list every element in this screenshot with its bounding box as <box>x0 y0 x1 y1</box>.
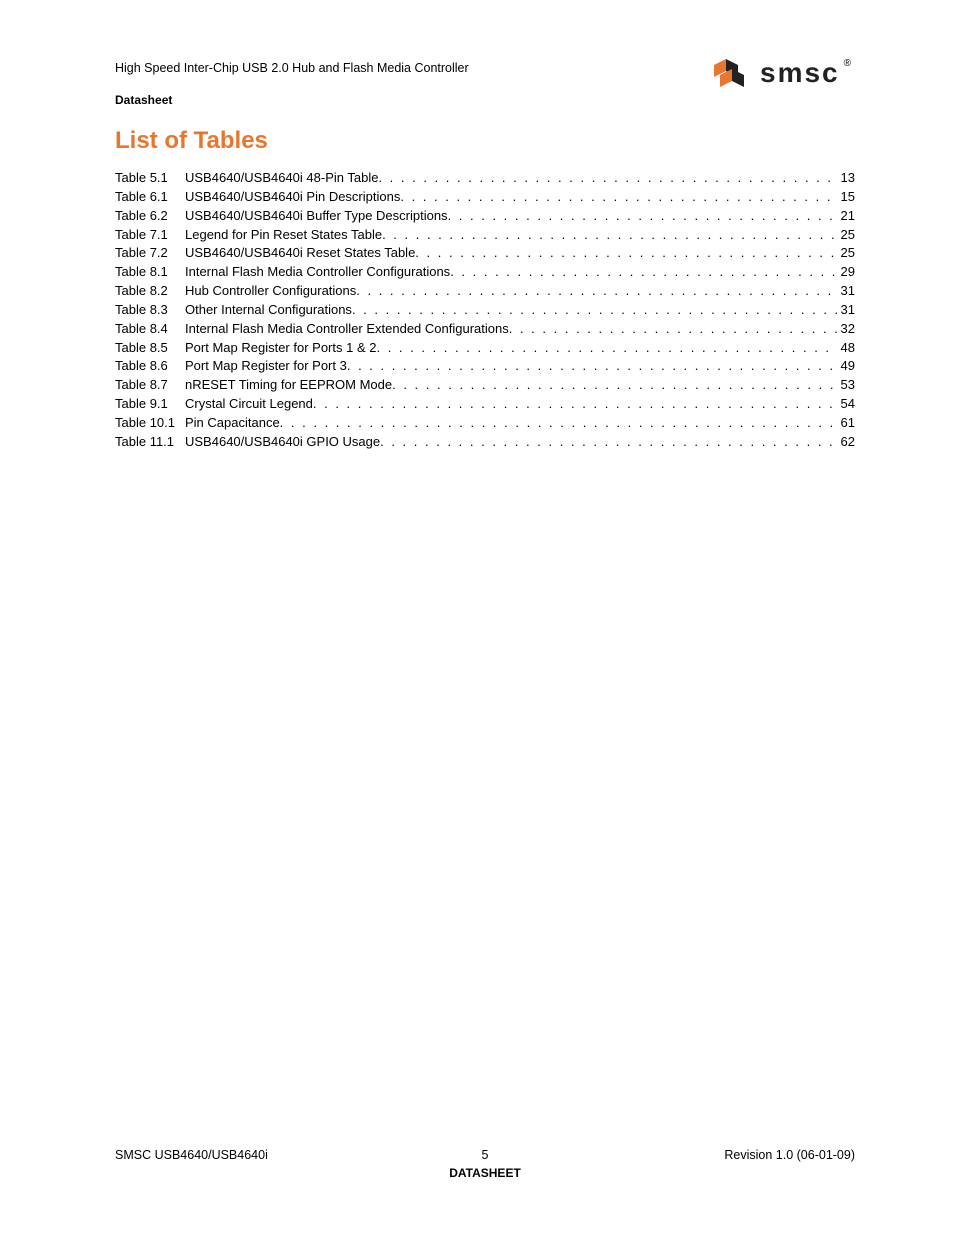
toc-label: Table 8.7 <box>115 376 185 395</box>
brand-name: smsc <box>760 57 840 89</box>
toc-leader-dots <box>382 226 836 245</box>
footer-row: SMSC USB4640/USB4640i 5 Revision 1.0 (06… <box>115 1148 855 1162</box>
toc-label: Table 7.1 <box>115 226 185 245</box>
toc-label: Table 6.2 <box>115 207 185 226</box>
toc-label: Table 9.1 <box>115 395 185 414</box>
toc-leader-dots <box>313 395 837 414</box>
toc-title: USB4640/USB4640i GPIO Usage <box>185 433 380 452</box>
toc-label: Table 7.2 <box>115 244 185 263</box>
toc-leader-dots <box>380 433 836 452</box>
toc-page-number: 54 <box>837 395 855 414</box>
toc-page-number: 25 <box>837 244 855 263</box>
toc-leader-dots <box>400 188 836 207</box>
toc-leader-dots <box>352 301 837 320</box>
toc-leader-dots <box>280 414 837 433</box>
toc-row: Table 8.7nRESET Timing for EEPROM Mode 5… <box>115 376 855 395</box>
toc-title: Other Internal Configurations <box>185 301 352 320</box>
toc-title: Legend for Pin Reset States Table <box>185 226 382 245</box>
toc-row: Table 6.2USB4640/USB4640i Buffer Type De… <box>115 207 855 226</box>
toc-page-number: 48 <box>837 339 855 358</box>
toc-page-number: 29 <box>837 263 855 282</box>
smsc-logo-icon <box>702 53 752 93</box>
list-of-tables: Table 5.1USB4640/USB4640i 48-Pin Table 1… <box>115 169 855 452</box>
toc-leader-dots <box>378 169 836 188</box>
toc-title: Crystal Circuit Legend <box>185 395 313 414</box>
toc-title: USB4640/USB4640i Buffer Type Description… <box>185 207 448 226</box>
toc-label: Table 8.4 <box>115 320 185 339</box>
toc-page-number: 49 <box>837 357 855 376</box>
toc-row: Table 10.1Pin Capacitance 61 <box>115 414 855 433</box>
toc-page-number: 13 <box>837 169 855 188</box>
toc-title: Hub Controller Configurations <box>185 282 356 301</box>
toc-leader-dots <box>448 207 837 226</box>
toc-title: USB4640/USB4640i Reset States Table <box>185 244 415 263</box>
toc-page-number: 31 <box>837 282 855 301</box>
toc-title: USB4640/USB4640i 48-Pin Table <box>185 169 378 188</box>
toc-label: Table 11.1 <box>115 433 185 452</box>
page-header: High Speed Inter-Chip USB 2.0 Hub and Fl… <box>115 55 855 107</box>
toc-title: Port Map Register for Port 3 <box>185 357 347 376</box>
toc-row: Table 8.1Internal Flash Media Controller… <box>115 263 855 282</box>
toc-page-number: 62 <box>837 433 855 452</box>
document-title: High Speed Inter-Chip USB 2.0 Hub and Fl… <box>115 61 469 75</box>
toc-leader-dots <box>415 244 836 263</box>
toc-leader-dots <box>347 357 837 376</box>
toc-leader-dots <box>392 376 836 395</box>
toc-page-number: 21 <box>837 207 855 226</box>
toc-page-number: 31 <box>837 301 855 320</box>
toc-page-number: 53 <box>837 376 855 395</box>
page-content: High Speed Inter-Chip USB 2.0 Hub and Fl… <box>115 55 855 452</box>
toc-label: Table 6.1 <box>115 188 185 207</box>
toc-row: Table 8.6Port Map Register for Port 3 49 <box>115 357 855 376</box>
registered-mark: ® <box>844 58 851 69</box>
toc-page-number: 15 <box>837 188 855 207</box>
toc-label: Table 8.2 <box>115 282 185 301</box>
brand-logo: smsc ® <box>702 53 855 93</box>
toc-leader-dots <box>450 263 836 282</box>
toc-title: Internal Flash Media Controller Configur… <box>185 263 450 282</box>
toc-page-number: 32 <box>837 320 855 339</box>
toc-row: Table 9.1Crystal Circuit Legend 54 <box>115 395 855 414</box>
header-left: High Speed Inter-Chip USB 2.0 Hub and Fl… <box>115 55 469 107</box>
toc-title: USB4640/USB4640i Pin Descriptions <box>185 188 400 207</box>
section-title: List of Tables <box>115 127 855 155</box>
toc-leader-dots <box>509 320 837 339</box>
datasheet-label: Datasheet <box>115 93 469 107</box>
toc-label: Table 8.1 <box>115 263 185 282</box>
toc-leader-dots <box>356 282 836 301</box>
toc-title: nRESET Timing for EEPROM Mode <box>185 376 392 395</box>
toc-row: Table 11.1USB4640/USB4640i GPIO Usage 62 <box>115 433 855 452</box>
toc-row: Table 8.4Internal Flash Media Controller… <box>115 320 855 339</box>
page-footer: SMSC USB4640/USB4640i 5 Revision 1.0 (06… <box>115 1148 855 1180</box>
toc-row: Table 6.1USB4640/USB4640i Pin Descriptio… <box>115 188 855 207</box>
footer-datasheet-label: DATASHEET <box>115 1166 855 1180</box>
toc-title: Port Map Register for Ports 1 & 2 <box>185 339 376 358</box>
toc-label: Table 8.6 <box>115 357 185 376</box>
toc-row: Table 8.5Port Map Register for Ports 1 &… <box>115 339 855 358</box>
toc-row: Table 8.2Hub Controller Configurations 3… <box>115 282 855 301</box>
toc-row: Table 7.2USB4640/USB4640i Reset States T… <box>115 244 855 263</box>
toc-page-number: 61 <box>837 414 855 433</box>
toc-label: Table 10.1 <box>115 414 185 433</box>
toc-row: Table 5.1USB4640/USB4640i 48-Pin Table 1… <box>115 169 855 188</box>
toc-label: Table 5.1 <box>115 169 185 188</box>
toc-title: Pin Capacitance <box>185 414 280 433</box>
toc-label: Table 8.3 <box>115 301 185 320</box>
toc-title: Internal Flash Media Controller Extended… <box>185 320 509 339</box>
toc-leader-dots <box>376 339 836 358</box>
page-number: 5 <box>115 1148 855 1162</box>
toc-label: Table 8.5 <box>115 339 185 358</box>
toc-row: Table 8.3Other Internal Configurations 3… <box>115 301 855 320</box>
toc-page-number: 25 <box>837 226 855 245</box>
toc-row: Table 7.1Legend for Pin Reset States Tab… <box>115 226 855 245</box>
